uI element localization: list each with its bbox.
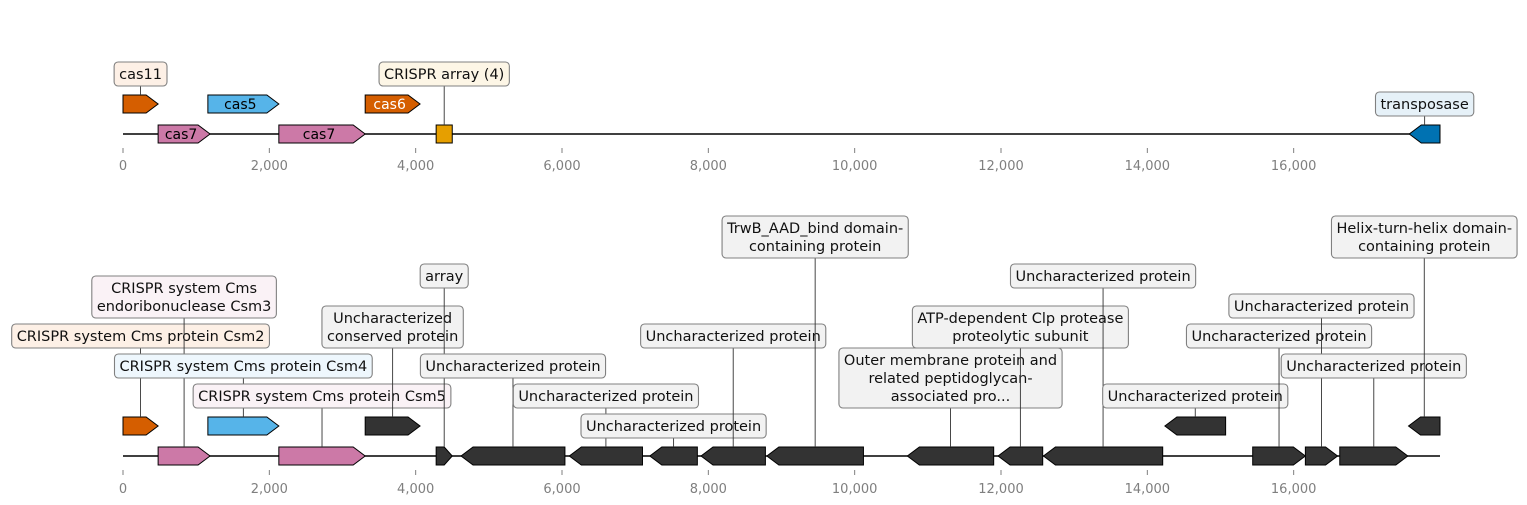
feature-callout-box <box>378 61 510 87</box>
track-bottom: 0 2,000 4,000 6,000 8,000 10,000 12,000 14,000 1… <box>11 215 1518 497</box>
axis-tick-label: 8,000 <box>690 159 727 174</box>
axis-tick-label: 0 <box>119 482 127 497</box>
feature-callout-label: Outer membrane protein and related peptid… <box>844 353 1057 405</box>
gene-feature <box>766 446 864 466</box>
gene-feature <box>122 416 159 436</box>
feature-callout-label: CRISPR system Cms protein Csm2 <box>17 329 265 345</box>
feature-callout-label: CRISPR system Cms protein Csm4 <box>119 359 367 375</box>
gene-feature <box>906 446 995 466</box>
gene-feature <box>648 446 698 466</box>
gene-feature <box>157 446 211 466</box>
gene-feature <box>1164 416 1227 436</box>
gene-feature <box>207 416 280 436</box>
feature-callout-box <box>11 323 270 349</box>
axis-tick-label: 10,000 <box>832 482 878 497</box>
gene-feature <box>1408 124 1441 144</box>
gene-feature <box>568 446 643 466</box>
feature-callout-label: CRISPR system Cms endoribonuclease Csm3 <box>97 281 272 315</box>
feature-callout-label: cas11 <box>119 67 162 83</box>
feature-callout-box <box>911 305 1129 349</box>
gene-feature <box>1252 446 1307 466</box>
feature-callout-label: Uncharacterized protein <box>1191 329 1366 345</box>
gene-feature <box>364 94 421 114</box>
gene-feature <box>278 446 367 466</box>
axis-tick-label: 2,000 <box>251 482 288 497</box>
feature-callout-box <box>113 353 373 379</box>
gene-feature <box>1407 416 1441 436</box>
gene-feature <box>1304 446 1339 466</box>
gene-inline-label: cas5 <box>224 97 256 113</box>
feature-callout-box <box>419 353 607 379</box>
feature-callout-label: CRISPR system Cms protein Csm5 <box>198 389 446 405</box>
feature-callout-label: transposase <box>1380 97 1468 113</box>
feature-callout-label: Uncharacterized protein <box>586 419 761 435</box>
gene-feature <box>157 124 211 144</box>
feature-callout-box <box>721 215 909 259</box>
axis-tick-label: 16,000 <box>1271 159 1317 174</box>
axis-tick-label: 12,000 <box>978 482 1024 497</box>
feature-callout-box <box>1185 323 1373 349</box>
axis-tick-label: 12,000 <box>978 159 1024 174</box>
feature-callout-box <box>512 383 700 409</box>
feature-callout-label: Uncharacterized protein <box>1108 389 1283 405</box>
gene-feature <box>278 124 367 144</box>
feature-callout-label: Uncharacterized protein <box>1015 269 1190 285</box>
feature-callout-label: ATP-dependent Clp protease proteolytic su… <box>917 311 1123 345</box>
gene-feature <box>460 446 566 466</box>
gene-inline-label: cas7 <box>303 127 335 143</box>
gene-feature <box>700 446 766 466</box>
axis-tick-label: 10,000 <box>832 159 878 174</box>
feature-callout-label: Uncharacterized protein <box>1286 359 1461 375</box>
feature-callout-label: Uncharacterized protein <box>646 329 821 345</box>
gene-feature <box>364 416 421 436</box>
axis-tick-label: 8,000 <box>690 482 727 497</box>
feature-callout-box <box>321 305 464 349</box>
feature-callout-box <box>1330 215 1518 259</box>
gene-inline-label: cas7 <box>165 127 197 143</box>
feature-callout-box <box>1228 293 1415 319</box>
feature-callout-box <box>91 275 277 319</box>
axis-tick-label: 14,000 <box>1125 482 1171 497</box>
feature-callout-label: array <box>425 269 463 285</box>
axis-tick-label: 2,000 <box>251 159 288 174</box>
feature-callout-box <box>192 383 452 409</box>
gene-feature <box>435 446 453 466</box>
feature-callout-box <box>1009 263 1197 289</box>
gene-feature <box>207 94 280 114</box>
feature-callout-box <box>640 323 827 349</box>
axis-tick-label: 4,000 <box>397 159 434 174</box>
axis-tick-label: 6,000 <box>543 482 580 497</box>
gene-feature <box>1339 446 1409 466</box>
gene-feature <box>1042 446 1164 466</box>
feature-callout-label: TrwB_AAD_bind domain-containing protein <box>726 221 903 255</box>
feature-callout-box <box>1102 383 1289 409</box>
feature-callout-label: Uncharacterized conserved protein <box>327 311 458 345</box>
feature-callout-label: Uncharacterized protein <box>1234 299 1409 315</box>
feature-callout-box <box>113 61 168 87</box>
gene-feature <box>122 94 159 114</box>
axis-tick-label: 6,000 <box>543 159 580 174</box>
gene-feature <box>997 446 1044 466</box>
feature-callout-box <box>580 413 767 439</box>
feature-callout-label: Helix-turn-helix domain-containing prote… <box>1336 221 1512 255</box>
axis-tick-label: 16,000 <box>1271 482 1317 497</box>
track-top: 0 2,000 4,000 6,000 8,000 10,000 12,000 14,000 1… <box>113 61 1475 174</box>
gene-feature <box>435 124 453 144</box>
axis-tick-label: 4,000 <box>397 482 434 497</box>
feature-callout-label: CRISPR array (4) <box>384 67 504 83</box>
feature-callout-label: Uncharacterized protein <box>425 359 600 375</box>
feature-callout-box <box>1280 353 1467 379</box>
feature-callout-box <box>1374 91 1475 117</box>
feature-callout-box <box>419 263 469 289</box>
gene-inline-label: cas6 <box>373 97 406 113</box>
feature-callout-label: Uncharacterized protein <box>518 389 693 405</box>
axis-tick-label: 14,000 <box>1125 159 1171 174</box>
axis-tick-label: 0 <box>119 159 127 174</box>
